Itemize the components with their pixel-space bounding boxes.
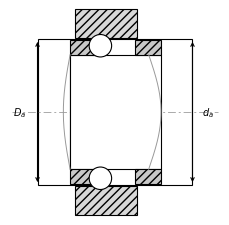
Text: $d_a$: $d_a$ bbox=[201, 106, 213, 119]
Text: $r_a$: $r_a$ bbox=[137, 52, 161, 63]
Text: $D_a$: $D_a$ bbox=[13, 106, 26, 119]
Bar bbox=[37, 40, 192, 185]
Bar bbox=[74, 186, 137, 215]
Bar bbox=[74, 10, 137, 39]
Bar bbox=[70, 169, 95, 184]
Bar bbox=[70, 56, 160, 169]
Circle shape bbox=[89, 35, 111, 58]
Bar bbox=[70, 41, 95, 56]
Circle shape bbox=[89, 167, 111, 190]
Bar bbox=[70, 56, 100, 169]
Bar bbox=[135, 41, 160, 56]
Bar bbox=[135, 169, 160, 184]
